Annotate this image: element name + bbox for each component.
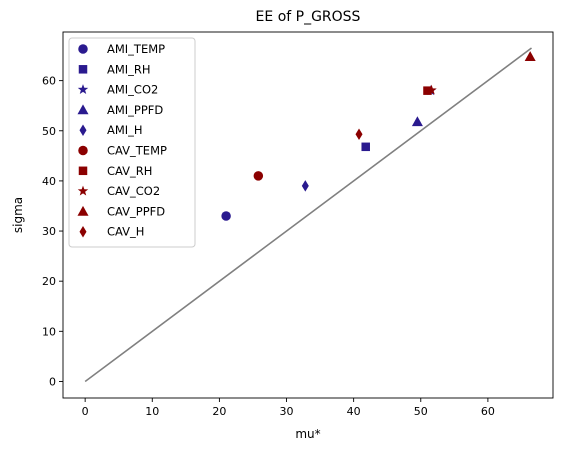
y-tick-label: 60 xyxy=(42,75,56,88)
legend-marker-ami-h xyxy=(79,124,87,136)
data-point-cav-temp xyxy=(253,171,264,181)
legend-label-cav-h: CAV_H xyxy=(107,225,144,239)
legend-marker-ami-rh xyxy=(78,65,88,74)
legend-marker-cav-ppfd xyxy=(77,205,89,216)
legend-marker-cav-temp xyxy=(78,145,88,156)
legend-label-cav-ppfd: CAV_PPFD xyxy=(107,204,165,218)
reference-line xyxy=(84,47,532,383)
y-tick-label: 40 xyxy=(42,175,56,188)
data-point-cav-ppfd xyxy=(524,51,536,61)
legend-label-ami-temp: AMI_TEMP xyxy=(107,42,165,56)
data-point-cav-rh xyxy=(423,86,432,95)
legend: AMI_TEMP AMI_RH AMI_CO2 AMI_PPFD AMI_H CAV_TE… xyxy=(68,37,196,248)
legend-label-cav-rh: CAV_RH xyxy=(107,164,152,178)
data-point-cav-co2 xyxy=(426,84,437,95)
data-point-cav-h xyxy=(355,128,363,141)
data-point-ami-ppfd xyxy=(411,116,423,127)
y-tick-label: 20 xyxy=(42,275,56,288)
y-tick-label: 30 xyxy=(42,225,56,238)
legend-label-ami-co2: AMI_CO2 xyxy=(107,83,158,97)
y-tick-label: 0 xyxy=(49,375,56,388)
legend-marker-cav-co2 xyxy=(77,185,89,196)
legend-label-cav-co2: CAV_CO2 xyxy=(107,184,160,198)
legend-label-cav-temp: CAV_TEMP xyxy=(107,144,167,158)
legend-marker-cav-h xyxy=(79,225,87,238)
x-tick-label: 30 xyxy=(280,405,294,418)
legend-marker-cav-rh xyxy=(78,166,88,176)
chart-title: EE of P_GROSS xyxy=(256,9,361,25)
plot-area xyxy=(84,47,536,383)
x-tick-label: 10 xyxy=(145,405,159,418)
legend-marker-ami-ppfd xyxy=(77,104,89,115)
legend-box xyxy=(68,37,196,248)
x-tick-label: 40 xyxy=(347,405,361,418)
data-point-ami-rh xyxy=(361,142,370,152)
y-tick-label: 10 xyxy=(42,325,56,338)
plot-frame xyxy=(62,31,554,399)
x-tick-label: 20 xyxy=(212,405,226,418)
y-axis-label: sigma xyxy=(11,197,25,233)
x-axis-label: mu* xyxy=(295,427,320,441)
axes: 0 10 20 30 40 50 60 0 10 20 30 40 50 60 EE of P_GROSSm… xyxy=(11,9,554,441)
legend-marker-ami-temp xyxy=(78,44,88,54)
x-tick-label: 0 xyxy=(82,405,89,418)
legend-label-ami-h: AMI_H xyxy=(107,123,143,137)
legend-label-ami-rh: AMI_RH xyxy=(107,62,151,76)
data-point-ami-h xyxy=(301,180,309,192)
legend-label-ami-ppfd: AMI_PPFD xyxy=(107,103,163,117)
x-tick-label: 50 xyxy=(414,405,428,418)
x-tick-label: 60 xyxy=(481,405,495,418)
data-point-ami-temp xyxy=(221,211,231,221)
y-tick-label: 50 xyxy=(42,125,56,138)
legend-marker-ami-co2 xyxy=(77,84,89,95)
